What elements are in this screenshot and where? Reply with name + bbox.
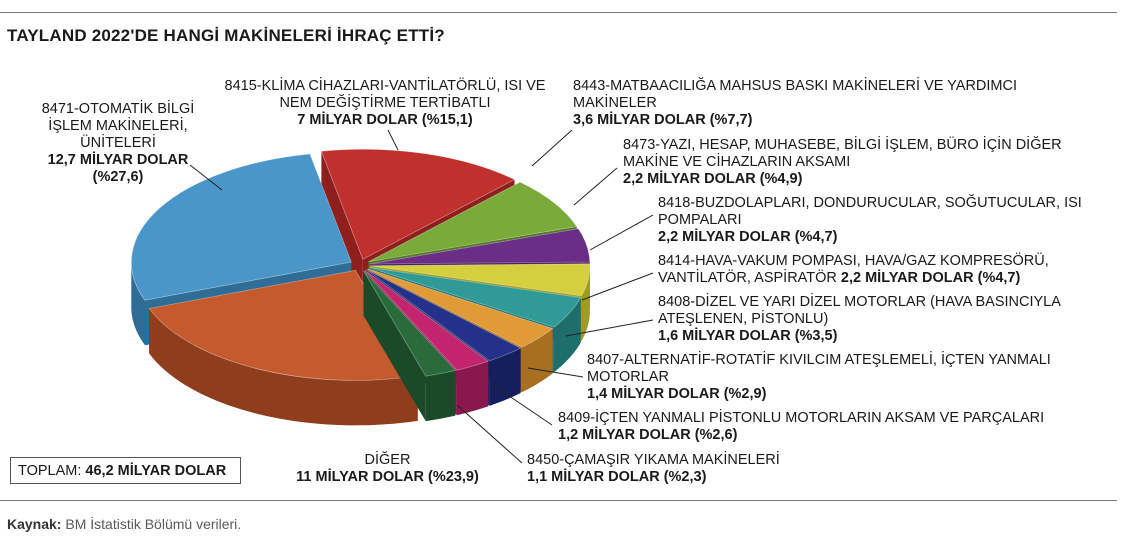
label-s8408: 8408-DİZEL VE YARI DİZEL MOTORLAR (HAVA … (658, 294, 1118, 345)
label-diger-name: DİĞER (364, 452, 411, 468)
pie-slice-top (148, 269, 419, 381)
pie-slice-side (131, 262, 145, 346)
leader-s8409 (492, 384, 553, 426)
label-s8407-name: MOTORLAR (587, 369, 669, 385)
label-s8471-name: 8471-OTOMATİK BİLGİ (41, 101, 195, 117)
leader-s8415 (387, 129, 399, 151)
pie-chart (130, 129, 654, 464)
label-s8418: 8418-BUZDOLAPLARI, DONDURUCULAR, SOĞUTUC… (658, 195, 1118, 246)
pie-slice-top (363, 270, 457, 377)
label-s8443: 8443-MATBAACILIĞA MAHSUS BASKI MAKİNELER… (573, 78, 1113, 129)
label-s8473-name: MAKİNE VE CİHAZLARIN AKSAMI (623, 154, 851, 170)
leader-s8450 (456, 404, 523, 464)
pie-slice-side (581, 265, 590, 341)
label-s8443-name: 8443-MATBAACILIĞA MAHSUS BASKI MAKİNELER… (573, 78, 1017, 94)
pie-slice-side (425, 370, 456, 422)
pie-slice-side (149, 308, 418, 426)
pie-slice-top (364, 269, 490, 371)
pie-slice (363, 270, 457, 422)
leader-s8414 (581, 272, 654, 301)
label-s8471-name: İŞLEM MAKİNELERİ, (48, 118, 188, 134)
source-note: Kaynak: BM İstatistik Bölümü verileri. (7, 516, 241, 532)
label-s8409-name: 8409-İÇTEN YANMALI PİSTONLU MOTORLARIN A… (558, 410, 1045, 426)
pie-slices (130, 148, 591, 426)
top-rule (0, 12, 1117, 13)
label-s8443-name: MAKİNELER (573, 95, 657, 111)
total-value: 46,2 MİLYAR DOLAR (85, 463, 227, 479)
label-s8473: 8473-YAZI, HESAP, MUHASEBE, BİLGİ İŞLEM,… (623, 137, 1118, 188)
label-s8471-value: 12,7 MİLYAR DOLAR (47, 152, 189, 168)
label-s8414-value: 2,2 MİLYAR DOLAR (%4,7) (840, 270, 1021, 286)
pie-slice-wall (363, 270, 426, 422)
pie-slice-top (367, 268, 554, 348)
label-s8415-name: 8415-KLİMA CİHAZLARI-VANTİLATÖRLÜ, ISI V… (224, 78, 546, 94)
chart-title: TAYLAND 2022'DE HANGİ MAKİNELERİ İHRAÇ E… (7, 26, 445, 45)
label-s8418-name: POMPALARI (658, 212, 742, 228)
label-s8407-value: 1,4 MİLYAR DOLAR (%2,9) (587, 386, 767, 402)
pie-slice-side (456, 361, 489, 416)
pie-slice-side (489, 348, 521, 406)
total-label: TOPLAM: (18, 463, 82, 479)
leader-s8443 (531, 129, 573, 167)
label-s8414-name: 8414-HAVA-VAKUM POMPASI, HAVA/GAZ KOMPRE… (658, 253, 1049, 269)
label-s8471-percent: (%27,6) (92, 169, 144, 185)
leader-s8473 (573, 167, 618, 206)
source-label: Kaynak: (7, 516, 62, 532)
label-s8415: 8415-KLİMA CİHAZLARI-VANTİLATÖRLÜ, ISI V… (196, 78, 574, 129)
label-s8414: 8414-HAVA-VAKUM POMPASI, HAVA/GAZ KOMPRE… (658, 253, 1118, 287)
pie-slice (148, 269, 419, 426)
label-s8409: 8409-İÇTEN YANMALI PİSTONLU MOTORLARIN A… (558, 410, 1118, 444)
total-box: TOPLAM: 46,2 MİLYAR DOLAR (10, 457, 241, 484)
label-s8450-name: 8450-ÇAMAŞIR YIKAMA MAKİNELERİ (527, 452, 780, 468)
pie-slice-top (368, 181, 578, 263)
label-s8407: 8407-ALTERNATİF-ROTATİF KIVILCIM ATEŞLEM… (587, 352, 1117, 403)
label-s8407-name: 8407-ALTERNATİF-ROTATİF KIVILCIM ATEŞLEM… (587, 352, 1051, 368)
label-diger-value: 11 MİLYAR DOLAR (%23,9) (296, 469, 479, 485)
pie-slice-top (366, 269, 522, 362)
label-s8415-value: 7 MİLYAR DOLAR (%15,1) (297, 112, 473, 128)
source-text: BM İstatistik Bölümü verileri. (65, 516, 242, 532)
pie-slice-top (130, 153, 352, 301)
pie-slice-wall (321, 151, 363, 305)
label-s8471-name: ÜNİTELERİ (80, 135, 156, 151)
pie-slice-top (320, 148, 516, 260)
label-s8471: 8471-OTOMATİK BİLGİ İŞLEM MAKİNELERİ, ÜN… (18, 101, 218, 186)
leader-lines (189, 129, 654, 464)
label-s8473-name: 8473-YAZI, HESAP, MUHASEBE, BİLGİ İŞLEM,… (623, 137, 1062, 153)
label-s8418-value: 2,2 MİLYAR DOLAR (%4,7) (658, 229, 838, 245)
label-s8473-value: 2,2 MİLYAR DOLAR (%4,9) (623, 171, 803, 187)
label-s8443-value: 3,6 MİLYAR DOLAR (%7,7) (573, 112, 753, 128)
label-s8408-name: 8408-DİZEL VE YARI DİZEL MOTORLAR (HAVA … (658, 294, 1061, 310)
leader-s8418 (589, 214, 654, 251)
bottom-rule (0, 500, 1117, 501)
label-s8450-value: 1,1 MİLYAR DOLAR (%2,3) (527, 469, 707, 485)
label-s8418-name: 8418-BUZDOLAPLARI, DONDURUCULAR, SOĞUTUC… (658, 195, 1082, 211)
pie-slice-top (369, 263, 591, 297)
label-diger: DİĞER 11 MİLYAR DOLAR (%23,9) (280, 452, 495, 486)
label-s8408-name: ATEŞLENEN, PİSTONLU) (658, 311, 829, 327)
label-s8408-value: 1,6 MİLYAR DOLAR (%3,5) (658, 328, 838, 344)
pie-slice-top (368, 267, 582, 328)
label-s8450: 8450-ÇAMAŞIR YIKAMA MAKİNELERİ 1,1 MİLYA… (527, 452, 927, 486)
leader-s8471 (189, 164, 223, 191)
pie-slice-top (369, 228, 591, 265)
label-s8409-value: 1,2 MİLYAR DOLAR (%2,6) (558, 427, 738, 443)
leader-s8408 (565, 319, 654, 337)
label-s8415-name: NEM DEĞİŞTİRME TERTİBATLI (279, 95, 491, 111)
leader-s8407 (527, 367, 584, 378)
pie-slice-side (522, 328, 553, 393)
label-s8414-name: VANTİLATÖR, ASPİRATÖR (658, 270, 837, 286)
pie-slice-side (553, 297, 581, 373)
